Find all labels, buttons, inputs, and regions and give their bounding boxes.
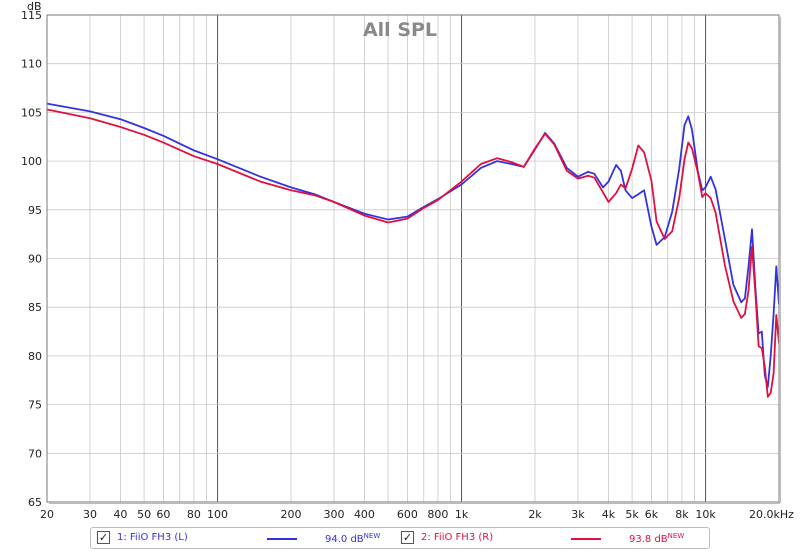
y-tick-label: 80 [28,350,42,363]
series-line-right [46,108,780,398]
x-tick-label: 300 [323,508,344,521]
legend-value-text: 94.0 dB [325,534,364,545]
y-tick-label: 105 [21,106,42,119]
x-tick-label: 50 [137,508,151,521]
legend-label: 1: FiiO FH3 (L) [117,532,188,543]
x-tick-label: 20 [40,508,54,521]
legend-line-swatch [267,538,297,540]
x-tick-label: 4k [602,508,616,521]
x-tick-label: 60 [156,508,170,521]
new-badge: NEW [363,532,381,540]
x-tick-label: 100 [207,508,228,521]
x-tick-label: 600 [397,508,418,521]
x-tick-label: 3k [571,508,585,521]
x-tick-label: 8k [675,508,689,521]
new-badge: NEW [667,532,685,540]
x-tick-label: 1k [455,508,469,521]
y-tick-label: 75 [28,399,42,412]
x-tick-label: 40 [113,508,127,521]
frequency-response-chart: 65 70 75 80 85 90 95 100 105 110 115 20 30 40 50 60 80 10… [21,0,794,521]
series-lines [46,102,780,398]
grid [46,14,780,503]
y-tick-label: 90 [28,253,42,266]
x-tick-label: 10k [695,508,716,521]
legend-value: 93.8 dBNEW [629,532,684,545]
y-tick-label: 65 [28,496,42,509]
y-tick-label: 100 [21,155,42,168]
legend-line-swatch [571,538,601,540]
checkbox-icon[interactable]: ✓ [401,531,414,544]
checkbox-icon[interactable]: ✓ [97,531,110,544]
legend-value: 94.0 dBNEW [325,532,380,545]
legend-entry-left[interactable]: ✓ 1: FiiO FH3 (L) 94.0 dBNEW [95,528,395,548]
x-tick-label: 30 [83,508,97,521]
x-tick-label: 5k [625,508,639,521]
axes: 65 70 75 80 85 90 95 100 105 110 115 20 30 40 50 60 80 10… [21,9,781,521]
x-tick-label: 200 [281,508,302,521]
x-tick-label: 800 [427,508,448,521]
y-tick-label: 115 [21,9,42,22]
y-tick-label: 110 [21,58,42,71]
x-tick-label: 6k [645,508,659,521]
chart-title: All SPL [363,19,437,41]
x-tick-label: 2k [528,508,542,521]
y-tick-label: 95 [28,204,42,217]
y-axis-unit-label: dB [27,0,42,13]
x-tick-label: 400 [354,508,375,521]
legend-value-text: 93.8 dB [629,534,668,545]
legend-label: 2: FiiO FH3 (R) [421,532,494,543]
x-tick-label: 80 [187,508,201,521]
y-tick-label: 85 [28,301,42,314]
legend-entry-right[interactable]: ✓ 2: FiiO FH3 (R) 93.8 dBNEW [399,528,699,548]
x-axis-end-label: 20.0kHz [749,508,794,521]
legend-bar: ✓ 1: FiiO FH3 (L) 94.0 dBNEW ✓ 2: FiiO F… [90,527,710,549]
y-tick-label: 70 [28,447,42,460]
